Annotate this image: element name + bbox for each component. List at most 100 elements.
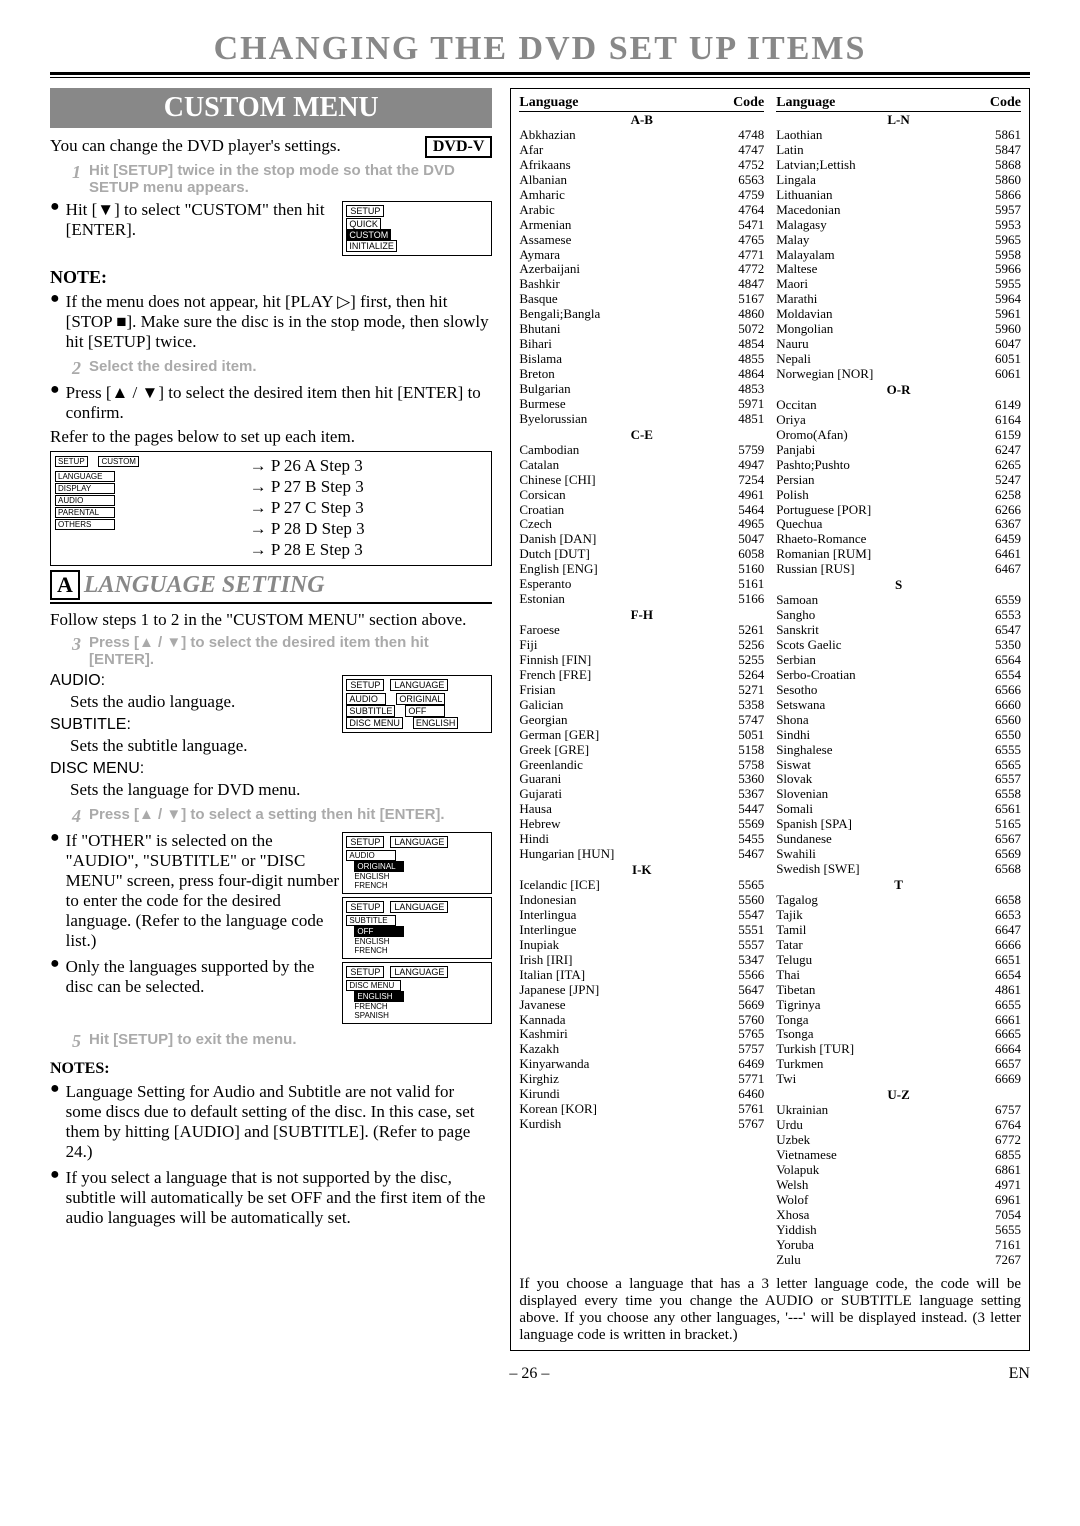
lang-row: English [ENG]5160 [519,562,764,577]
custom-menu-heading: CUSTOM MENU [50,88,492,128]
lang-row: Korean [KOR]5761 [519,1102,764,1117]
box-item: DISPLAY [55,483,115,494]
lang-group-header: F-H [519,607,764,623]
follow-text: Follow steps 1 to 2 in the "CUSTOM MENU"… [50,610,492,630]
lang-row: Amharic4759 [519,188,764,203]
menu-box-audio: SETUPLANGUAGE AUDIO ORIGINAL ENGLISH FRE… [342,832,492,894]
lang-row: Arabic4764 [519,203,764,218]
lang-row: Laothian5861 [776,128,1021,143]
lang-row: Frisian5271 [519,683,764,698]
lang-row: Cambodian5759 [519,443,764,458]
lang-row: Romanian [RUM]6461 [776,547,1021,562]
lang-group-header: T [776,877,1021,893]
bullet-icon: ● [50,955,60,973]
lang-row: Guarani5360 [519,772,764,787]
lang-row: Javanese5669 [519,998,764,1013]
notes2-text: If you select a language that is not sup… [66,1168,493,1228]
bullet-icon: ● [50,381,60,399]
lang-row: Norwegian [NOR]6061 [776,367,1021,382]
lang-row: Tigrinya6655 [776,998,1021,1013]
lang-row: Russian [RUS]6467 [776,562,1021,577]
box-label: SETUP [346,679,384,691]
lang-row: Oromo(Afan)6159 [776,428,1021,443]
lang-group-header: O-R [776,382,1021,398]
lang-row: Slovak6557 [776,772,1021,787]
box-item: ORIGINAL [396,693,445,705]
lang-row: German [GER]5051 [519,728,764,743]
lang-row: Persian5247 [776,473,1021,488]
lang-row: Japanese [JPN]5647 [519,983,764,998]
lang-row: Bihari4854 [519,337,764,352]
box-item: ORIGINAL [354,861,404,872]
lang-row: Irish [IRI]5347 [519,953,764,968]
box-item: INITIALIZE [346,240,397,252]
lang-row: Kashmiri5765 [519,1027,764,1042]
menu-box-language: SETUPLANGUAGE AUDIOORIGINAL SUBTITLEOFF … [342,675,492,733]
lang-row: Malay5965 [776,233,1021,248]
lang-row: Xhosa7054 [776,1208,1021,1223]
lang-row: Greenlandic5758 [519,758,764,773]
lang-row: Aymara4771 [519,248,764,263]
lang-row: Georgian5747 [519,713,764,728]
step-text: Select the desired item. [89,358,257,379]
lang-row: Hindi5455 [519,832,764,847]
diag-step: → P 28 E Step 3 [250,540,488,560]
lang-row: Hausa5447 [519,802,764,817]
lang-row: Kinyarwanda6469 [519,1057,764,1072]
lang-row: Thai6654 [776,968,1021,983]
lang-row: Faroese5261 [519,623,764,638]
lang-row: Indonesian5560 [519,893,764,908]
subtitle-text: Sets the subtitle language. [70,736,492,756]
lang-row: Latvian;Lettish5868 [776,158,1021,173]
lang-row: Nauru6047 [776,337,1021,352]
lang-row: Serbo-Croatian6554 [776,668,1021,683]
lang-row: Tibetan4861 [776,983,1021,998]
lang-row: Galician5358 [519,698,764,713]
menu-box-setup: SETUP QUICK CUSTOM INITIALIZE [342,201,492,256]
box-item: OTHERS [55,519,115,530]
lang-row: Lingala5860 [776,173,1021,188]
lang-row: Tonga6661 [776,1013,1021,1028]
lang-row: Shona6560 [776,713,1021,728]
box-item: OFF [354,926,404,937]
language-code-table: LanguageCode A-BAbkhazian4748Afar4747Afr… [519,95,1021,1268]
discmenu-text: Sets the language for DVD menu. [70,780,492,800]
lang-row: Lithuanian5866 [776,188,1021,203]
lang-row: Turkmen6657 [776,1057,1021,1072]
lang-row: Singhalese6555 [776,743,1021,758]
lang-row: Interlingua5547 [519,908,764,923]
lang-row: Welsh4971 [776,1178,1021,1193]
lang-group-header: C-E [519,427,764,443]
step-number: 1 [72,162,81,196]
lang-row: Bashkir4847 [519,277,764,292]
lang-row: Kirundi6460 [519,1087,764,1102]
lang-row: Moldavian5961 [776,307,1021,322]
lang-row: Dutch [DUT]6058 [519,547,764,562]
lang-row: French [FRE]5264 [519,668,764,683]
lang-row: Malagasy5953 [776,218,1021,233]
lang-row: Sangho6553 [776,608,1021,623]
diag-step: → P 27 C Step 3 [250,498,488,518]
lang-row: Tajik6653 [776,908,1021,923]
bottom-note: If you choose a language that has a 3 le… [519,1276,1021,1344]
box-item: AUDIO [55,495,115,506]
lang-row: Sindhi6550 [776,728,1021,743]
box-label: SETUP [346,205,384,217]
lang-row: Urdu6764 [776,1118,1021,1133]
lang-row: Malayalam5958 [776,248,1021,263]
box-label: LANGUAGE [390,679,448,691]
box-item: SPANISH [354,1011,488,1020]
lang-row: Catalan4947 [519,458,764,473]
lang-row: Twi6669 [776,1072,1021,1087]
lang-row: Zulu7267 [776,1253,1021,1268]
section-letter: A [50,570,80,600]
step-number: 2 [72,358,81,379]
step-number: 3 [72,634,81,668]
menu-box-subtitle: SETUPLANGUAGE SUBTITLE OFF ENGLISH FRENC… [342,897,492,959]
box-item: SUBTITLE [346,915,396,926]
lang-row: Maltese5966 [776,262,1021,277]
lang-row: Kurdish5767 [519,1117,764,1132]
box-item: ENGLISH [354,872,488,881]
box-label: SETUP [346,966,384,978]
lang-row: Kirghiz5771 [519,1072,764,1087]
